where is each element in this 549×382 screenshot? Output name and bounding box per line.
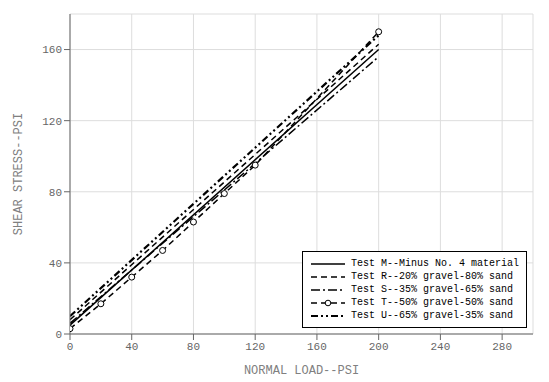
svg-text:120: 120 [42,116,62,128]
html-text:Test S--35% gravel-65% sand: Test S--35% gravel-65% sand [351,284,513,295]
svg-text:160: 160 [42,44,62,56]
html-text:Test R--20% gravel-80% sand: Test R--20% gravel-80% sand [351,271,513,282]
svg-text:NORMAL LOAD--PSI: NORMAL LOAD--PSI [244,364,359,378]
svg-text:40: 40 [49,258,62,270]
svg-text:200: 200 [369,341,389,353]
svg-text:80: 80 [187,341,200,353]
svg-text:0: 0 [55,329,62,341]
svg-text:160: 160 [307,341,327,353]
svg-text:240: 240 [430,341,450,353]
html-text:Test M--Minus No. 4 material: Test M--Minus No. 4 material [351,258,519,269]
html-text:Test T--50% gravel-50% sand: Test T--50% gravel-50% sand [351,297,513,308]
svg-text:40: 40 [125,341,138,353]
svg-text:80: 80 [49,187,62,199]
svg-text:280: 280 [492,341,512,353]
svg-text:0: 0 [67,341,74,353]
svg-text:SHEAR STRESS--PSI: SHEAR STRESS--PSI [12,113,26,235]
svg-text:120: 120 [245,341,265,353]
html-text:Test U--65% gravel-35% sand: Test U--65% gravel-35% sand [351,310,513,321]
